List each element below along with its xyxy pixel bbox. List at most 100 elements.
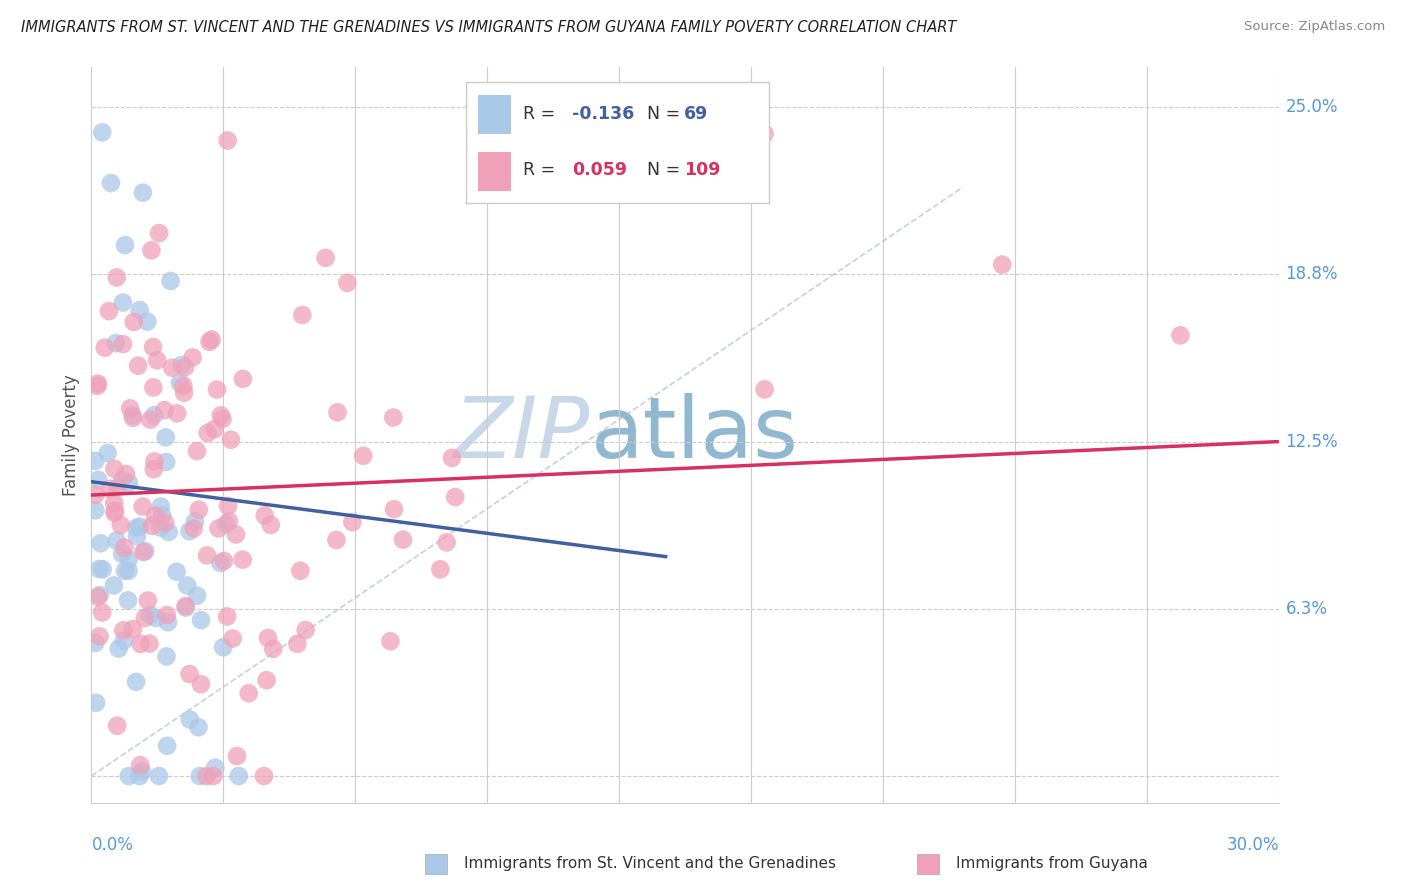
Point <box>159 274 181 288</box>
Point <box>118 475 141 490</box>
Point <box>117 564 139 578</box>
Point <box>134 611 156 625</box>
Point <box>125 674 148 689</box>
Point <box>132 186 155 200</box>
Point <box>232 372 254 386</box>
Text: 30.0%: 30.0% <box>1227 836 1279 854</box>
Point <box>209 556 232 570</box>
Point <box>257 631 280 645</box>
Point <box>91 562 114 576</box>
Point <box>184 515 207 529</box>
Point <box>127 359 149 373</box>
Point <box>285 637 308 651</box>
Point <box>221 632 243 646</box>
Point <box>104 336 127 351</box>
Point <box>131 500 153 514</box>
Point <box>290 564 312 578</box>
Point <box>162 360 184 375</box>
Point <box>87 376 110 391</box>
Point <box>146 353 169 368</box>
Point <box>156 615 179 630</box>
Point <box>155 430 177 444</box>
Point <box>129 758 152 772</box>
Point <box>294 623 316 637</box>
Point <box>114 564 136 578</box>
Point <box>190 677 212 691</box>
Point <box>131 764 153 779</box>
Point <box>238 686 260 700</box>
Point <box>218 514 240 528</box>
Text: atlas: atlas <box>591 393 799 476</box>
Text: 0.0%: 0.0% <box>91 836 134 854</box>
Point <box>207 521 229 535</box>
Point <box>118 769 141 783</box>
Point <box>93 341 115 355</box>
Point <box>195 549 218 563</box>
Point <box>186 444 208 458</box>
Point <box>174 360 197 375</box>
Point <box>107 480 129 494</box>
Point <box>217 609 239 624</box>
Point <box>91 606 114 620</box>
Point <box>209 409 232 423</box>
Point <box>139 412 162 426</box>
Point <box>291 308 314 322</box>
Point <box>104 503 127 517</box>
Point <box>174 600 197 615</box>
Point <box>166 406 188 420</box>
Point <box>155 649 177 664</box>
Point <box>138 636 160 650</box>
Point <box>219 433 242 447</box>
Point <box>143 409 166 423</box>
Point <box>97 446 120 460</box>
Point <box>97 304 120 318</box>
Point <box>89 588 111 602</box>
Point <box>148 226 170 240</box>
Point <box>89 629 111 643</box>
Point <box>179 524 201 539</box>
Point <box>204 422 226 436</box>
Point <box>107 641 129 656</box>
Text: 25.0%: 25.0% <box>1285 98 1339 116</box>
Point <box>187 720 209 734</box>
Point <box>117 593 139 607</box>
Point <box>392 533 415 547</box>
Text: ZIP: ZIP <box>454 393 591 476</box>
Point <box>111 337 134 351</box>
Point <box>211 412 233 426</box>
Y-axis label: Family Poverty: Family Poverty <box>62 374 80 496</box>
Point <box>114 238 136 252</box>
Point <box>195 769 218 783</box>
Point <box>125 521 148 535</box>
Point <box>336 276 359 290</box>
Point <box>145 611 167 625</box>
Point <box>98 482 121 496</box>
Text: Immigrants from Guyana: Immigrants from Guyana <box>956 856 1147 871</box>
Point <box>118 552 141 566</box>
Point <box>128 769 150 783</box>
Point <box>112 541 135 555</box>
Point <box>197 425 219 440</box>
Text: 12.5%: 12.5% <box>1285 433 1339 450</box>
Point <box>111 295 134 310</box>
Point <box>212 554 235 568</box>
Point <box>149 500 172 514</box>
Point <box>226 749 249 764</box>
Point <box>132 545 155 559</box>
Point <box>183 521 205 535</box>
Text: IMMIGRANTS FROM ST. VINCENT AND THE GRENADINES VS IMMIGRANTS FROM GUYANA FAMILY : IMMIGRANTS FROM ST. VINCENT AND THE GREN… <box>21 20 956 35</box>
Point <box>120 401 142 416</box>
Point <box>217 499 239 513</box>
Point <box>103 496 125 510</box>
Point <box>112 624 135 638</box>
Point <box>110 518 132 533</box>
Point <box>155 516 177 530</box>
Point <box>142 462 165 476</box>
Point <box>754 127 776 141</box>
Point <box>200 333 222 347</box>
Point <box>315 251 337 265</box>
Point <box>87 562 110 576</box>
Point <box>1170 328 1192 343</box>
Point <box>139 608 162 623</box>
Point <box>754 382 776 396</box>
